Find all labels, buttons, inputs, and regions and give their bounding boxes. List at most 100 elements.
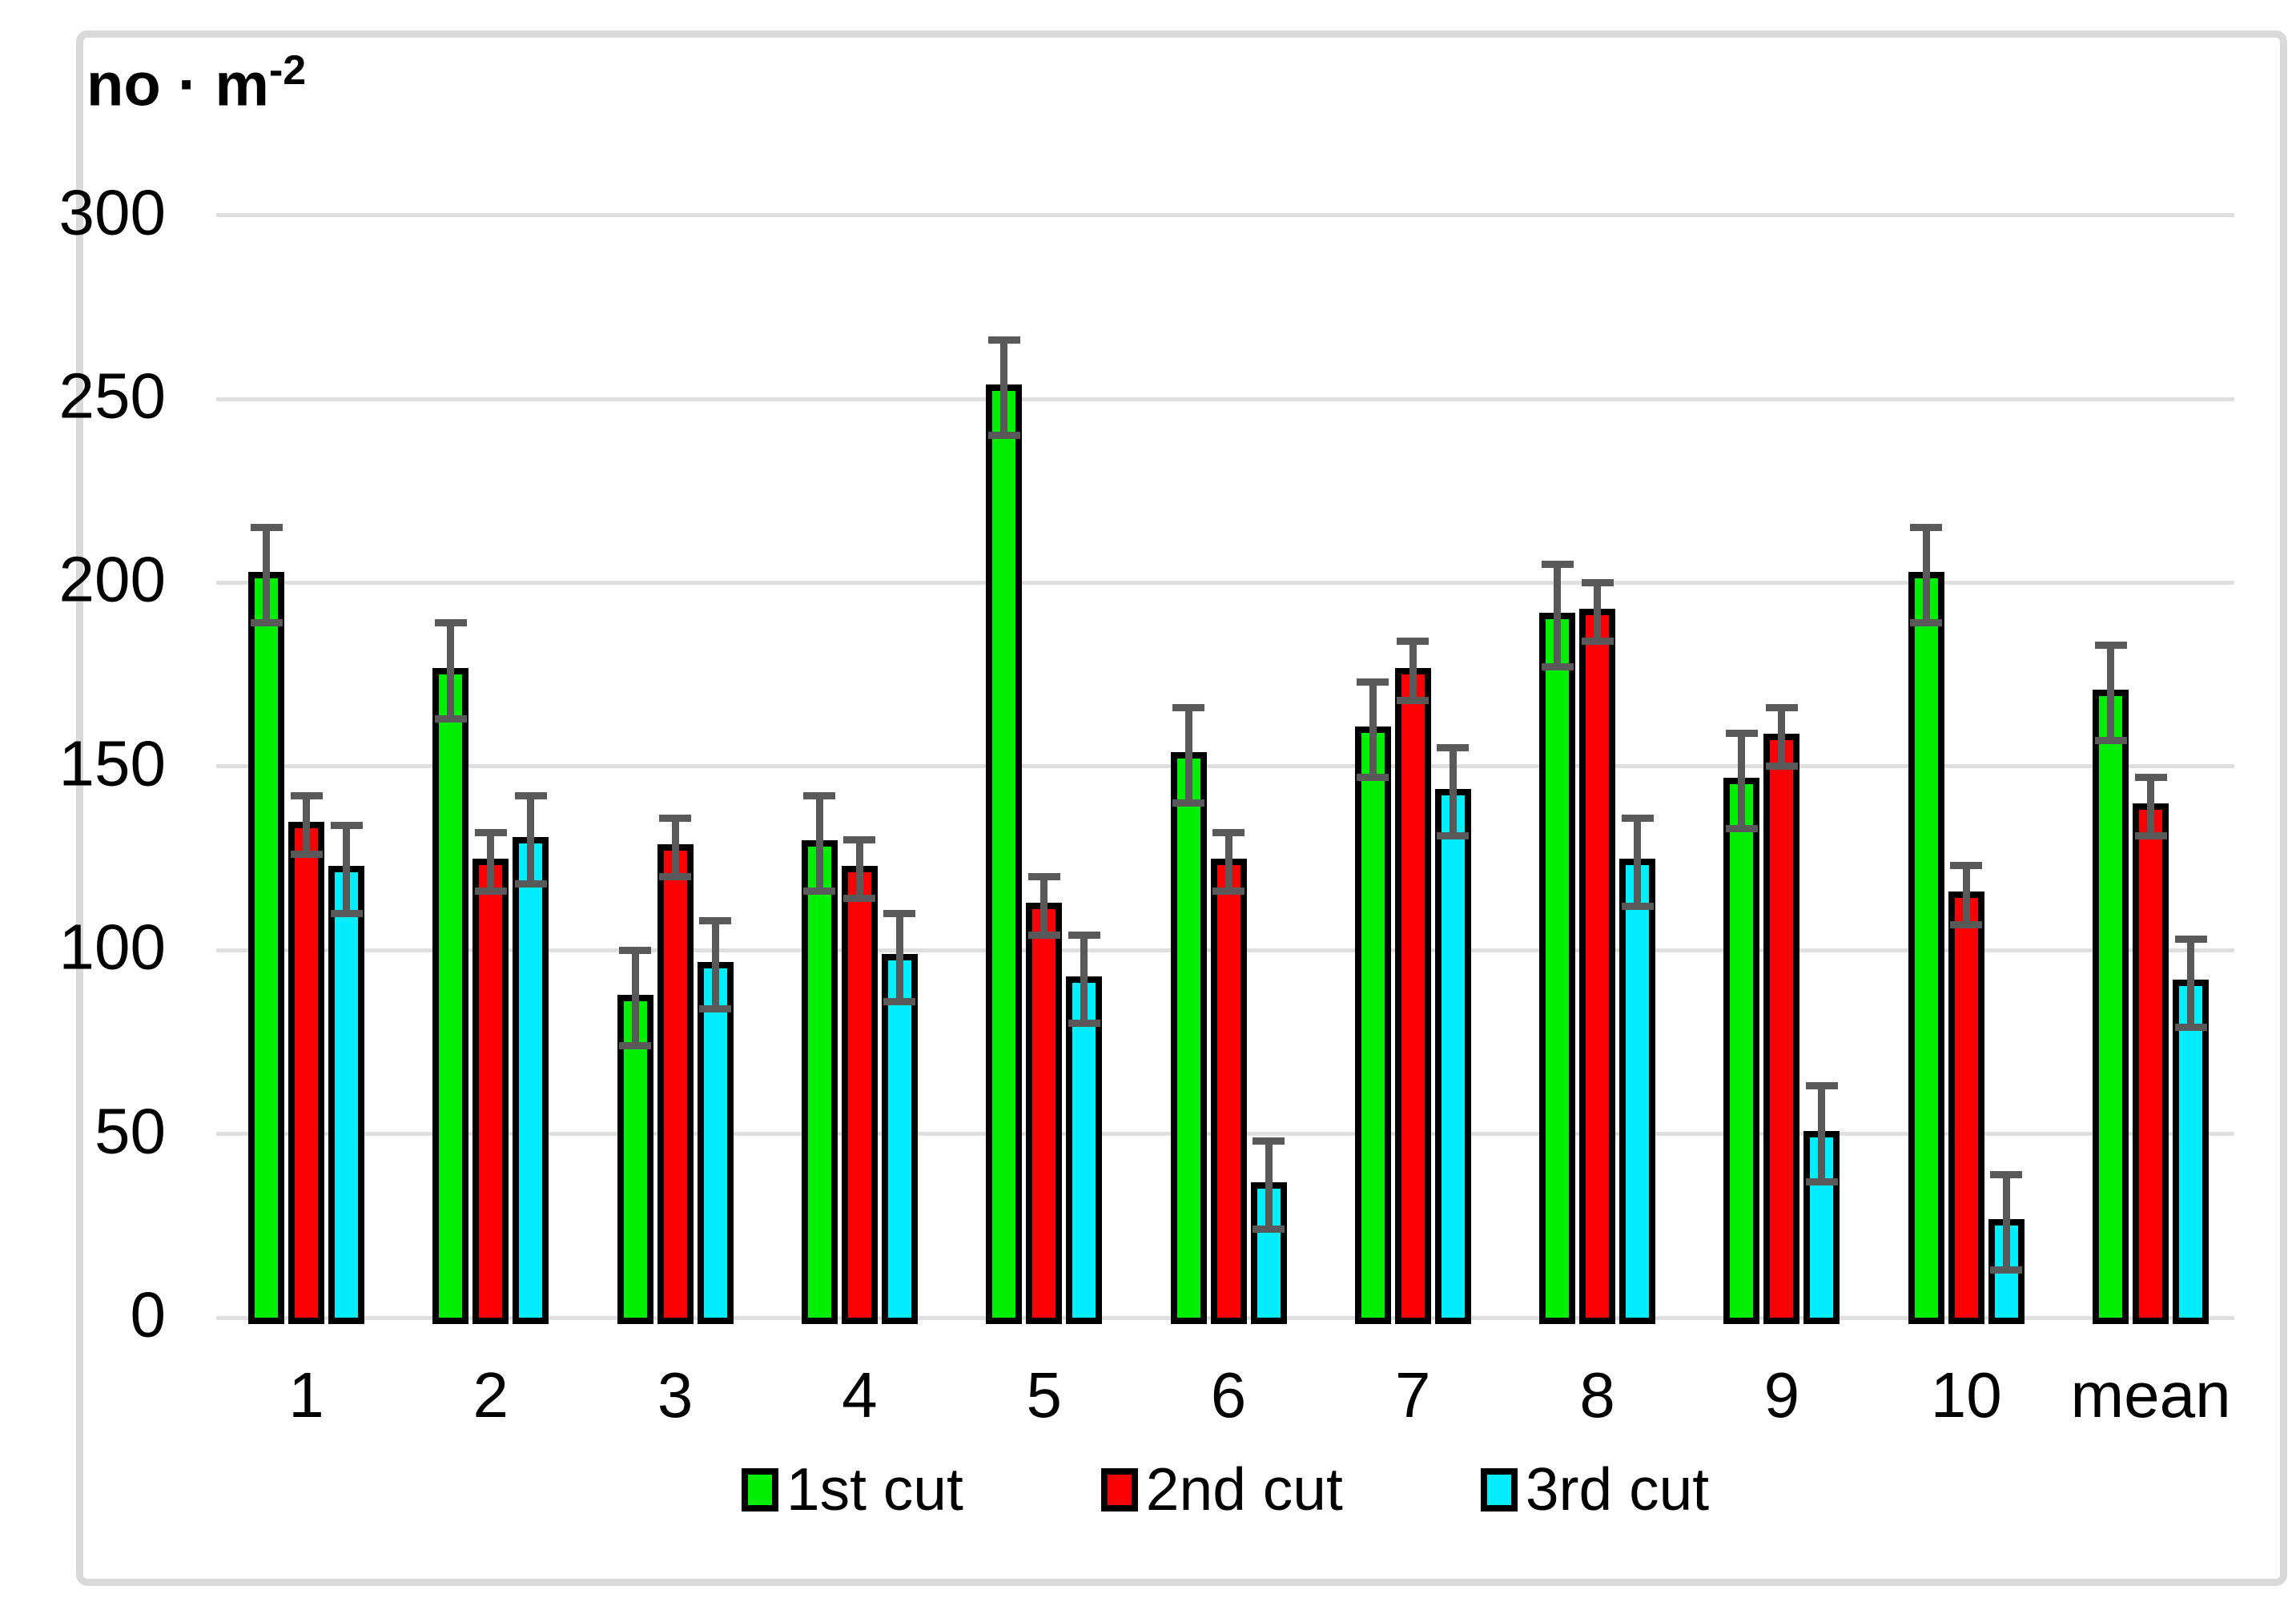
bar-2nd-cut-8 [1579,609,1616,1324]
error-bar-cap-top-1st-cut-4 [803,792,836,799]
bar-1st-cut-6 [1170,752,1207,1324]
error-bar-cap-top-1st-cut-3 [619,946,652,954]
bar-1st-cut-8 [1539,612,1576,1324]
error-bar-cap-bottom-2nd-cut-mean [2134,832,2167,840]
error-bar-cap-top-1st-cut-1 [250,524,283,532]
legend-label-2nd-cut: 2nd cut [1145,1455,1343,1523]
bar-3rd-cut-2 [513,836,549,1324]
x-tick-label-5: 5 [1026,1359,1062,1431]
error-bar-cap-top-1st-cut-mean [2094,641,2127,649]
error-bar-cap-bottom-2nd-cut-1 [290,851,323,859]
error-bar-line-2nd-cut-7 [1409,641,1417,701]
bar-1st-cut-10 [1908,572,1944,1324]
error-bar-line-3rd-cut-8 [1634,818,1642,907]
bar-1st-cut-7 [1354,726,1391,1324]
error-bar-cap-bottom-3rd-cut-7 [1437,832,1470,840]
legend-item-1st-cut: 1st cut [741,1455,963,1523]
legend-label-1st-cut: 1st cut [786,1455,963,1523]
bar-1st-cut-3 [617,994,653,1324]
error-bar-line-1st-cut-9 [1738,733,1746,829]
error-bar-cap-top-2nd-cut-9 [1765,703,1798,711]
y-tick-label-200: 200 [58,543,166,615]
x-tick-label-2: 2 [472,1359,509,1431]
error-bar-cap-bottom-2nd-cut-8 [1581,638,1614,646]
error-bar-cap-top-3rd-cut-6 [1253,1137,1285,1145]
error-bar-cap-bottom-1st-cut-4 [803,888,836,896]
bar-1st-cut-2 [432,667,469,1324]
error-bar-cap-bottom-2nd-cut-4 [843,895,876,903]
legend-swatch-1st-cut [741,1467,778,1511]
error-bar-cap-top-3rd-cut-10 [1990,1170,2023,1178]
error-bar-cap-bottom-2nd-cut-10 [1950,920,1983,928]
x-tick-label-10: 10 [1930,1359,2002,1431]
error-bar-cap-bottom-2nd-cut-5 [1027,932,1060,940]
x-tick-label-6: 6 [1210,1359,1247,1431]
error-bar-cap-bottom-3rd-cut-mean [2174,1024,2207,1032]
bar-2nd-cut-2 [472,859,509,1324]
error-bar-cap-top-3rd-cut-5 [1068,932,1100,940]
bar-3rd-cut-mean [2173,980,2209,1324]
error-bar-cap-bottom-3rd-cut-2 [514,880,547,888]
error-bar-line-1st-cut-2 [447,622,455,719]
error-bar-line-2nd-cut-6 [1224,832,1232,892]
error-bar-cap-top-2nd-cut-8 [1581,578,1614,586]
error-bar-cap-bottom-3rd-cut-3 [699,1005,732,1013]
y-tick-label-150: 150 [58,727,166,799]
legend-swatch-2nd-cut [1100,1467,1138,1511]
error-bar-cap-bottom-3rd-cut-5 [1068,1020,1100,1028]
error-bar-cap-top-2nd-cut-4 [843,836,876,844]
error-bar-cap-top-3rd-cut-1 [330,821,363,829]
bar-2nd-cut-1 [288,822,324,1324]
legend: 1st cut 2nd cut 3rd cut [216,1459,2234,1519]
gridline-y-250 [216,396,2234,401]
error-bar-cap-top-1st-cut-5 [987,336,1020,344]
error-bar-cap-top-2nd-cut-1 [290,792,323,799]
error-bar-cap-top-2nd-cut-5 [1027,872,1060,880]
error-bar-line-3rd-cut-9 [1818,1085,1826,1182]
error-bar-cap-bottom-1st-cut-5 [987,432,1020,440]
bar-2nd-cut-7 [1394,667,1431,1324]
error-bar-cap-bottom-1st-cut-1 [250,619,283,627]
error-bar-cap-bottom-1st-cut-7 [1357,774,1389,782]
error-bar-cap-bottom-3rd-cut-8 [1621,902,1654,910]
error-bar-cap-top-3rd-cut-8 [1621,814,1654,822]
error-bar-line-2nd-cut-mean [2147,777,2154,836]
bar-1st-cut-1 [248,572,284,1324]
x-tick-label-7: 7 [1395,1359,1431,1431]
error-bar-cap-bottom-1st-cut-6 [1172,799,1204,807]
error-bar-cap-bottom-1st-cut-9 [1725,825,1758,833]
x-tick-label-3: 3 [657,1359,694,1431]
error-bar-line-3rd-cut-1 [343,825,350,914]
error-bar-line-1st-cut-4 [815,795,823,892]
bar-3rd-cut-7 [1434,788,1471,1324]
error-bar-line-2nd-cut-4 [855,839,863,899]
error-bar-line-1st-cut-10 [1922,527,1930,623]
bar-2nd-cut-3 [657,843,694,1324]
x-tick-label-4: 4 [842,1359,878,1431]
error-bar-cap-bottom-2nd-cut-7 [1397,696,1429,704]
legend-item-2nd-cut: 2nd cut [1100,1455,1343,1523]
error-bar-cap-top-1st-cut-7 [1357,678,1389,686]
error-bar-cap-top-2nd-cut-mean [2134,774,2167,782]
bar-2nd-cut-4 [841,866,878,1324]
error-bar-cap-top-2nd-cut-3 [659,814,692,822]
x-tick-label-8: 8 [1579,1359,1615,1431]
gridline-y-150 [216,764,2234,769]
error-bar-line-1st-cut-1 [263,527,270,623]
error-bar-line-3rd-cut-6 [1265,1141,1273,1230]
error-bar-cap-top-3rd-cut-3 [699,916,732,924]
legend-item-3rd-cut: 3rd cut [1480,1459,1709,1519]
error-bar-cap-top-2nd-cut-2 [474,828,507,836]
bar-3rd-cut-4 [881,954,918,1324]
error-bar-line-1st-cut-3 [631,950,639,1046]
error-bar-line-1st-cut-8 [1554,564,1562,667]
error-bar-cap-bottom-2nd-cut-2 [474,888,507,896]
bar-1st-cut-5 [986,384,1023,1324]
error-bar-cap-bottom-3rd-cut-10 [1990,1266,2023,1274]
error-bar-line-3rd-cut-4 [895,913,903,1002]
y-tick-label-50: 50 [94,1094,166,1166]
error-bar-line-1st-cut-6 [1184,707,1192,803]
error-bar-line-3rd-cut-10 [2002,1174,2010,1270]
y-axis-unit-exponent: -2 [268,47,307,94]
